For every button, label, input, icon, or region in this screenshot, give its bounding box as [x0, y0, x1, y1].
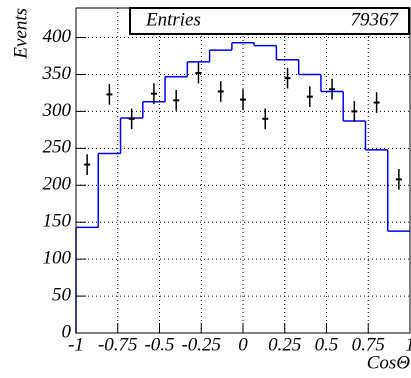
x-tick-label: -1 — [68, 334, 84, 355]
y-tick-label: 300 — [42, 100, 72, 121]
x-tick-label: 0.25 — [268, 334, 301, 355]
x-tick-label: 0.5 — [315, 334, 339, 355]
stats-box — [129, 7, 410, 35]
y-tick-label: 100 — [43, 247, 72, 268]
data-point — [195, 72, 202, 74]
data-point — [150, 92, 157, 95]
data-point — [329, 88, 336, 91]
x-tick-label: 1 — [405, 334, 411, 355]
stats-value: 79367 — [351, 9, 400, 30]
data-point — [128, 117, 135, 120]
x-tick-label: -0.75 — [98, 334, 138, 355]
data-point — [262, 117, 269, 120]
y-tick-label: 200 — [43, 174, 72, 195]
data-point — [373, 101, 380, 104]
data-point — [395, 178, 402, 181]
data-point — [240, 98, 246, 101]
data-point — [84, 163, 91, 166]
data-point — [306, 95, 313, 98]
x-tick-label: 0.75 — [352, 334, 385, 355]
y-tick-label: 0 — [62, 321, 72, 342]
x-tick-label: -0.25 — [181, 334, 221, 355]
y-tick-label: 150 — [43, 211, 72, 232]
y-tick-label: 50 — [52, 284, 72, 305]
x-tick-label: -0.5 — [144, 334, 174, 355]
x-tick-label: 0 — [238, 334, 248, 355]
data-point — [284, 77, 291, 80]
y-axis-title: Events — [10, 8, 31, 60]
y-tick-label: 400 — [43, 26, 72, 47]
data-point — [106, 93, 113, 96]
stats-label: Entries — [145, 9, 201, 30]
data-point — [351, 110, 358, 113]
data-point — [217, 90, 224, 93]
y-tick-label: 250 — [43, 137, 72, 158]
x-axis-title: CosΘ — [367, 352, 411, 373]
data-point — [173, 99, 180, 102]
y-tick-label: 350 — [42, 63, 72, 84]
